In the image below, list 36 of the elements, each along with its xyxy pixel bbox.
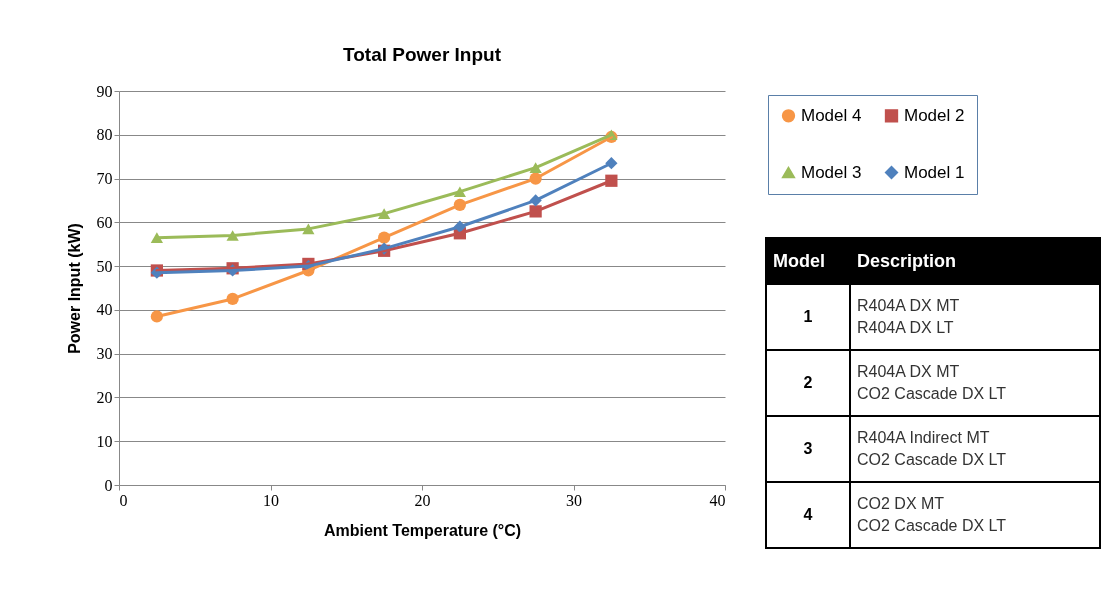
text: 4: [766, 482, 850, 548]
x-tick-label: 20: [414, 491, 431, 509]
y-tick-label: 0: [104, 476, 113, 494]
y-tick-label: 90: [96, 82, 113, 100]
text: R404A DX MT: [857, 363, 960, 380]
text: CO2 Cascade DX LT: [857, 385, 1007, 402]
legend-label: Model 4: [801, 105, 862, 125]
x-tick-label: 0: [119, 491, 128, 509]
y-tick-label: 20: [96, 388, 113, 406]
y-tick-label: 60: [96, 213, 113, 231]
legend-label: Model 3: [801, 162, 862, 182]
text: CO2 Cascade DX LT: [857, 451, 1007, 468]
text: CO2 DX MT: [857, 495, 945, 512]
text: 2: [766, 350, 850, 416]
x-tick-label: 30: [566, 491, 582, 509]
text: 1: [766, 284, 850, 350]
text: 3: [766, 416, 850, 482]
x-tick-label: 40: [709, 491, 726, 509]
y-axis-title: Power Input (kW): [65, 223, 83, 354]
x-tick-label: 10: [263, 491, 279, 509]
y-tick-label: 50: [96, 257, 113, 275]
y-tick-label: 80: [96, 126, 113, 144]
y-tick-label: 10: [96, 432, 113, 450]
x-axis-title: Ambient Temperature (°C): [323, 521, 522, 539]
text: R404A Indirect MT: [857, 429, 990, 446]
text: Model: [766, 238, 850, 284]
chart-title: Total Power Input: [343, 44, 502, 65]
text: CO2 Cascade DX LT: [857, 517, 1007, 534]
y-tick-label: 70: [96, 170, 113, 188]
legend-label: Model 2: [904, 105, 965, 125]
text: R404A DX MT: [857, 297, 960, 314]
legend-label: Model 1: [904, 162, 965, 182]
text: R404A DX LT: [857, 319, 954, 336]
y-tick-label: 30: [96, 345, 113, 363]
text: Description: [850, 238, 1100, 284]
y-tick-label: 40: [96, 301, 113, 319]
